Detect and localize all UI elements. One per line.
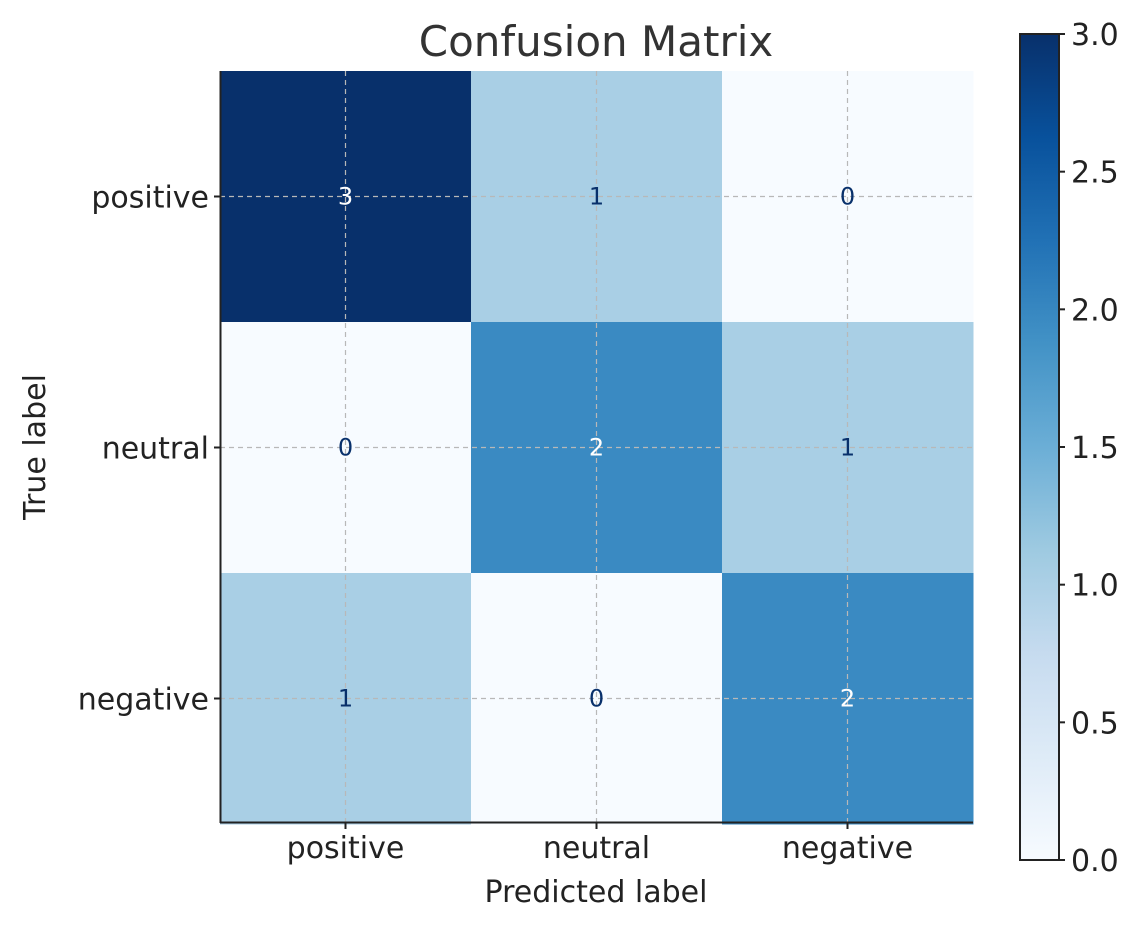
x-tick-label: negative (782, 831, 913, 866)
chart-title: Confusion Matrix (419, 17, 774, 66)
y-axis-label: True label (18, 374, 53, 521)
cell-value-label: 1 (589, 183, 604, 211)
colorbar-tick-label: 0.5 (1071, 706, 1119, 741)
cell-value-label: 2 (840, 685, 855, 713)
x-tick-label: neutral (543, 831, 650, 866)
cell-value-label: 0 (589, 685, 604, 713)
cell-value-label: 2 (589, 434, 604, 462)
x-axis-ticks: positive neutral negative (287, 823, 913, 866)
y-axis-ticks: positive neutral negative (78, 181, 220, 718)
cell-value-label: 1 (840, 434, 855, 462)
colorbar-tick-label: 3.0 (1071, 18, 1119, 53)
colorbar-ticks: 0.0 0.5 1.0 1.5 2.0 2.5 3.0 (1059, 18, 1119, 879)
cell-value-label: 0 (840, 183, 855, 211)
cell-value-label: 0 (338, 434, 353, 462)
colorbar-tick-label: 1.0 (1071, 569, 1119, 604)
colorbar-tick-label: 2.5 (1071, 156, 1119, 191)
cell-value-labels: 3 1 0 0 2 1 1 0 2 (338, 183, 855, 713)
y-tick-label: negative (78, 683, 209, 718)
colorbar-tick-label: 2.0 (1071, 293, 1119, 328)
y-tick-label: neutral (102, 432, 209, 467)
colorbar-tick-label: 1.5 (1071, 431, 1119, 466)
x-axis-label: Predicted label (485, 875, 708, 910)
colorbar-tick-label: 0.0 (1071, 844, 1119, 879)
cell-value-label: 3 (338, 183, 353, 211)
cell-value-label: 1 (338, 685, 353, 713)
x-tick-label: positive (287, 831, 405, 866)
y-tick-label: positive (91, 181, 209, 216)
colorbar (1019, 33, 1060, 861)
